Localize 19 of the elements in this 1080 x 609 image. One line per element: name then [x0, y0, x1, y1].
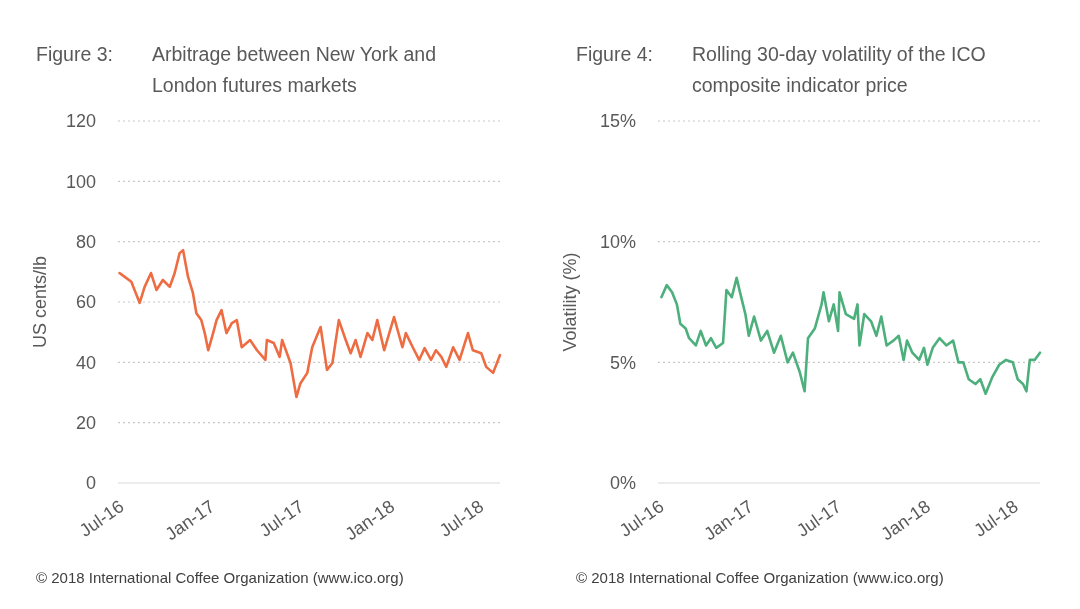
y-axis-title: US cents/lb — [30, 255, 50, 349]
y-tick-label: 0 — [85, 473, 96, 494]
line-series — [118, 248, 502, 399]
y-tick-label: 100 — [65, 171, 96, 192]
chart-title: Figure 4: Rolling 30-day volatility of the ICO composite indicator price — [576, 43, 986, 96]
y-tick-label: 20 — [75, 412, 96, 433]
y-tick-label: 60 — [75, 292, 96, 313]
y-tick-label: 40 — [75, 352, 96, 373]
text: © 2018 International Coffee Organization (www.ico.org) — [36, 569, 404, 586]
y-tick-label: 120 — [65, 111, 96, 132]
y-tick-label: 0% — [609, 473, 636, 494]
y-axis-title: Volatility (%) — [560, 252, 580, 352]
chart-title: Figure 3: Arbitrage between New York and London futures markets — [36, 43, 437, 96]
y-tick-label: 80 — [75, 231, 96, 252]
text: © 2018 International Coffee Organization (www.ico.org) — [576, 569, 944, 586]
y-tick-label: 5% — [609, 352, 636, 373]
line-series — [660, 276, 1042, 396]
y-tick-label: 15% — [599, 111, 636, 132]
y-tick-label: 10% — [599, 231, 636, 252]
